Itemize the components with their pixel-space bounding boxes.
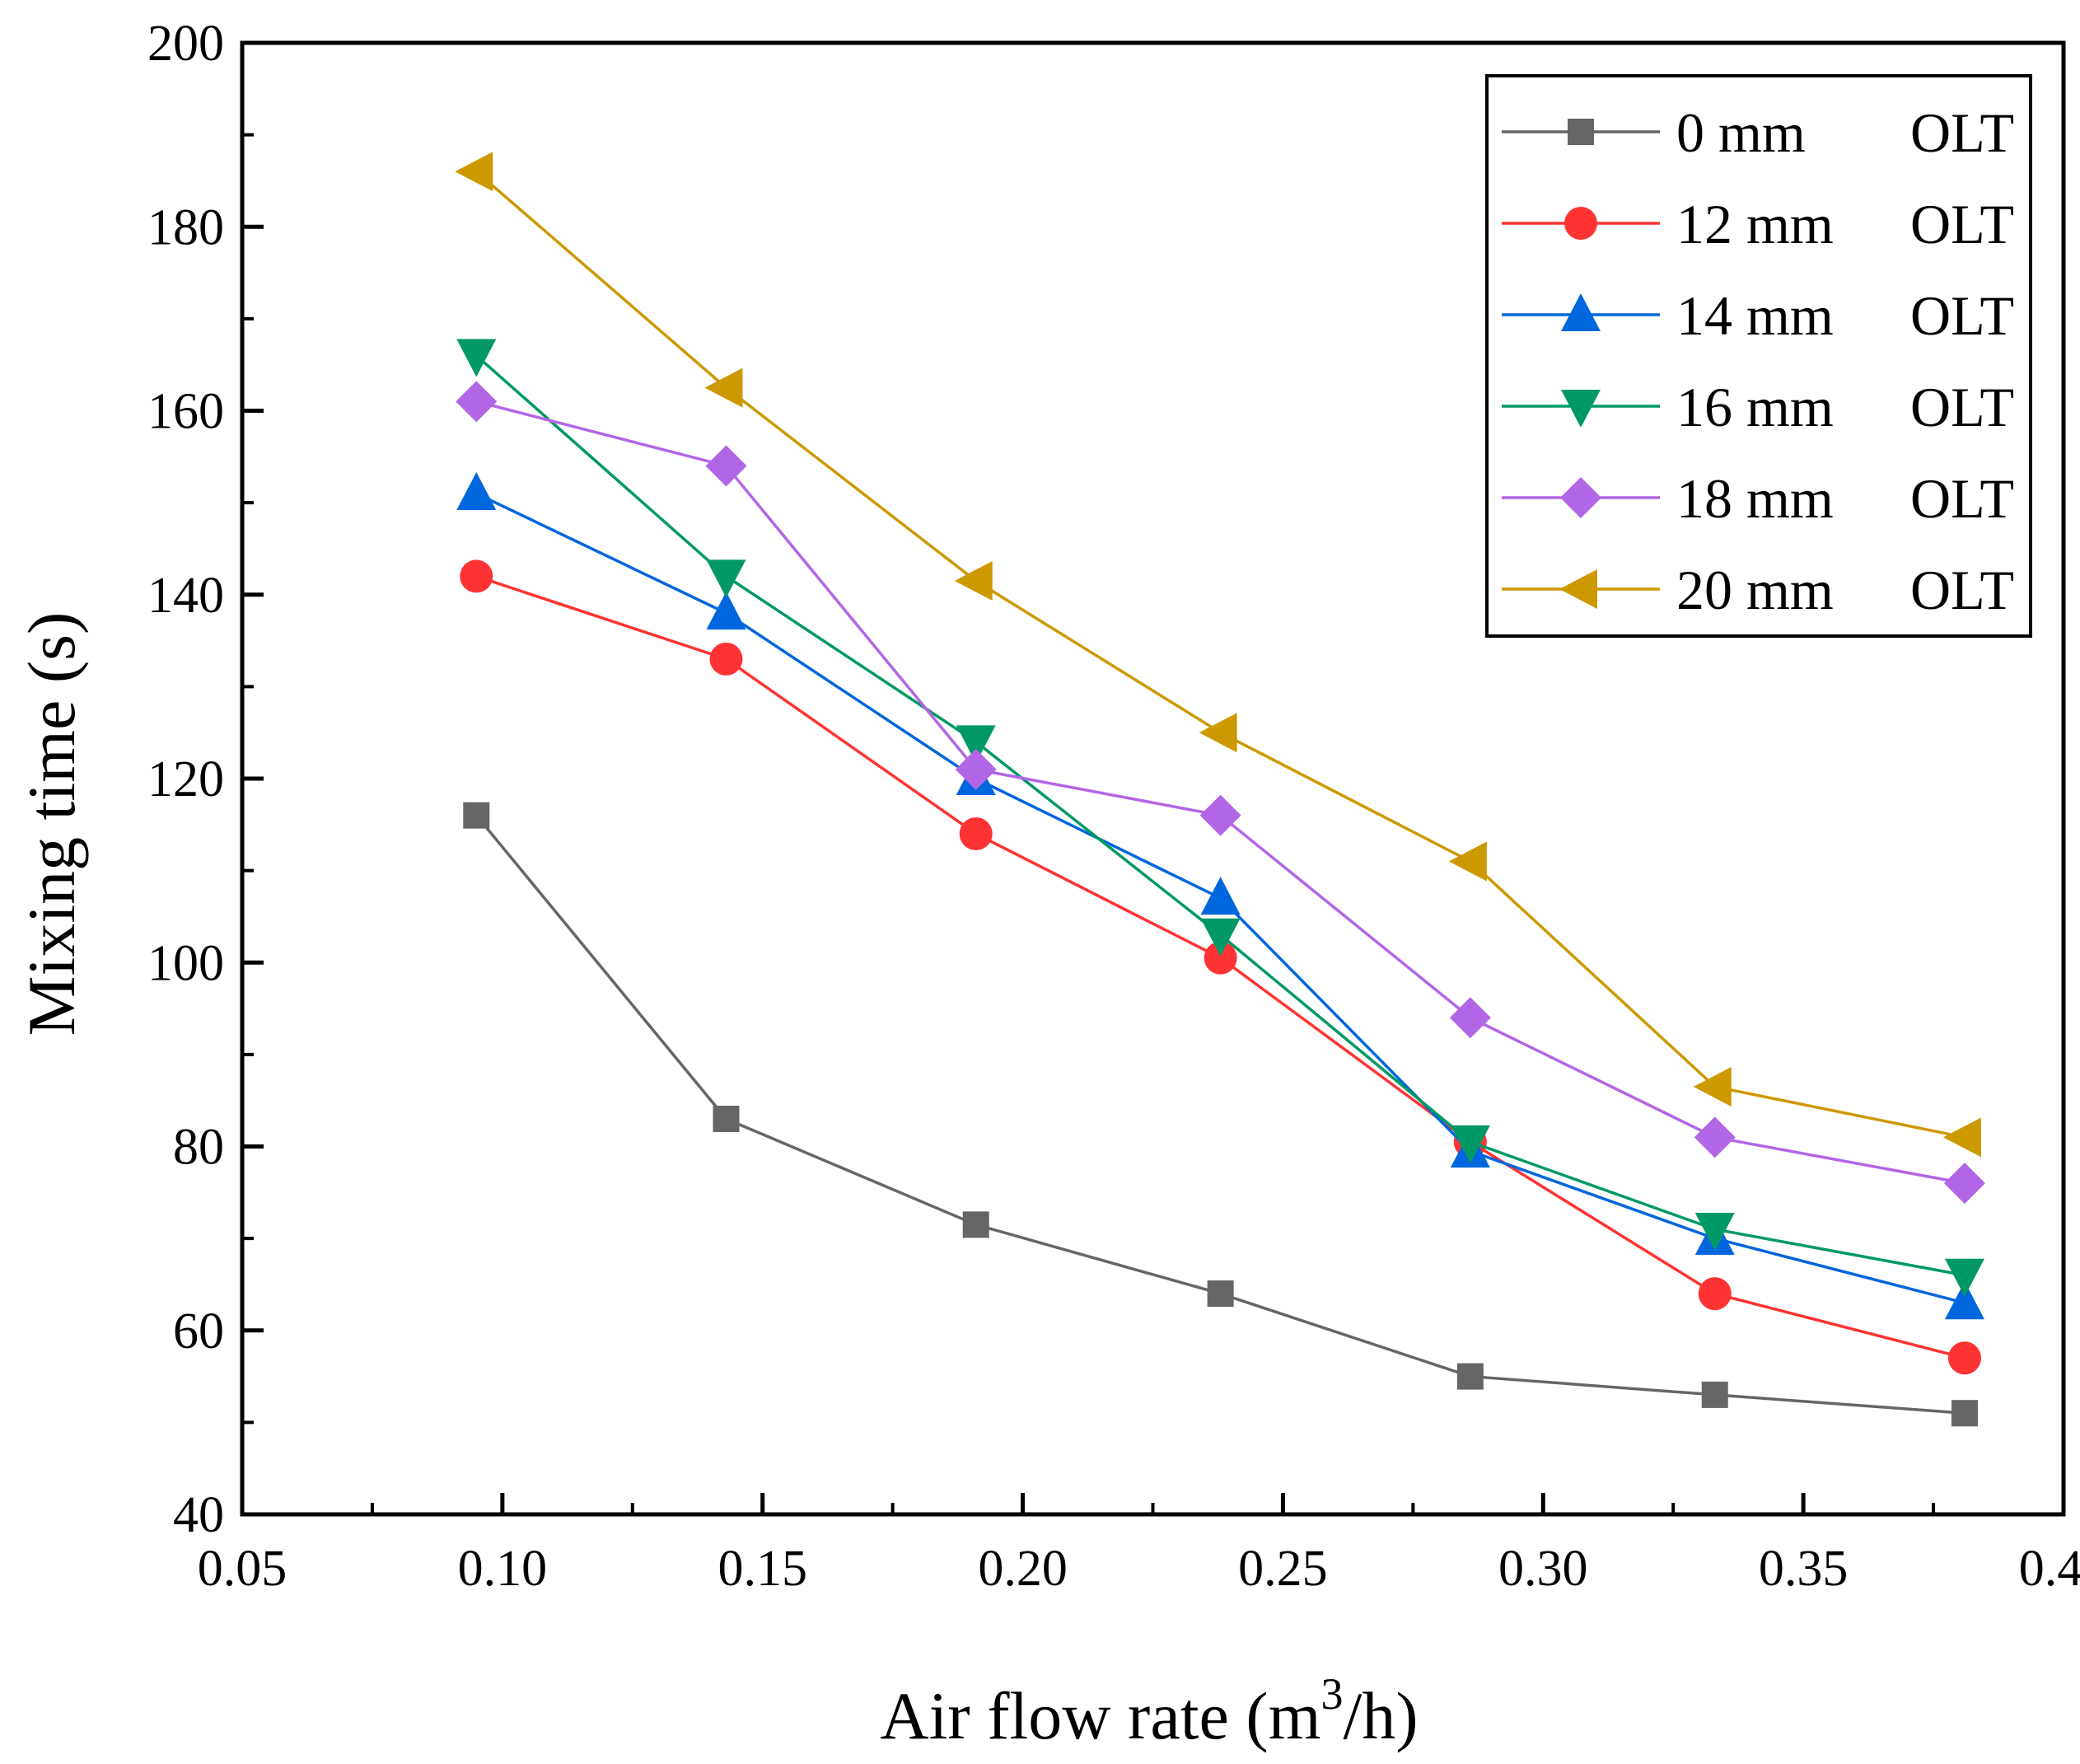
legend-entry: 12 mm OLT: [1502, 193, 2014, 255]
x-axis-title-main: Air flow rate (m: [880, 1678, 1320, 1753]
legend-marker: [1560, 477, 1601, 518]
data-point: [1199, 794, 1241, 836]
data-point: [456, 471, 497, 510]
x-tick-label: 0.15: [717, 1541, 807, 1597]
data-point: [456, 381, 498, 423]
x-tick-labels: 0.05 0.10 0.15 0.20 0.25 0.30 0.35 0.40: [198, 1541, 2080, 1597]
legend-entry: 0 mm OLT: [1502, 101, 2014, 164]
y-tick-label: 80: [173, 1120, 224, 1176]
data-point: [1947, 1341, 1981, 1375]
data-point: [1450, 1125, 1490, 1163]
data-point: [1693, 1066, 1732, 1107]
series-18-mm: [456, 381, 1985, 1205]
legend-entry: 18 mm OLT: [1502, 467, 2014, 530]
legend-box: [1485, 74, 2032, 638]
x-tick-label: 0.35: [1759, 1541, 1849, 1597]
y-tick-label: 60: [173, 1303, 224, 1359]
legend-suffix: OLT: [1910, 193, 2014, 255]
data-point: [1944, 1258, 1984, 1297]
series-0-mm: [463, 802, 1978, 1427]
y-tick-label: 120: [147, 751, 224, 807]
data-point: [706, 592, 746, 630]
data-point: [1701, 1381, 1728, 1408]
series-layer: [455, 152, 1985, 1427]
legend-suffix: OLT: [1910, 284, 2014, 347]
data-point: [706, 559, 746, 598]
data-point: [1942, 1117, 1981, 1158]
y-tick-label: 160: [147, 384, 224, 440]
data-point: [1204, 941, 1237, 975]
legend-marker: [1561, 390, 1601, 428]
y-tick-label: 140: [147, 568, 224, 624]
data-point: [705, 445, 747, 487]
legend-suffix: OLT: [1910, 467, 2014, 530]
data-point: [962, 1211, 989, 1238]
y-tick-label: 100: [147, 935, 224, 991]
data-point: [1448, 841, 1487, 882]
legend-label: 16 mm: [1676, 376, 1834, 438]
y-axis-title: Mixing time (s): [14, 612, 89, 1036]
legend-marker: [1559, 569, 1597, 609]
data-point: [1951, 1400, 1978, 1427]
y-tick-label: 200: [147, 16, 224, 72]
data-point: [709, 642, 743, 676]
data-point: [1200, 918, 1241, 957]
y-tick-labels: 40 60 80 100 120 140 160 180 200: [147, 16, 224, 1543]
data-point: [460, 559, 493, 593]
legend-label: 20 mm: [1676, 559, 1834, 621]
x-axis-title: Air flow rate (m3/h): [880, 1669, 1418, 1753]
legend-suffix: OLT: [1910, 101, 2014, 164]
x-tick-label: 0.20: [978, 1541, 1068, 1597]
x-tick-label: 0.10: [458, 1541, 548, 1597]
x-axis-title-superscript: 3: [1321, 1669, 1344, 1719]
x-tick-label: 0.25: [1238, 1541, 1328, 1597]
legend-label: 14 mm: [1676, 284, 1834, 347]
y-tick-label: 40: [173, 1487, 224, 1543]
data-point: [1943, 1163, 1985, 1205]
data-point: [956, 725, 996, 764]
data-point: [1456, 1363, 1484, 1390]
x-tick-label: 0.30: [1498, 1541, 1588, 1597]
data-point: [713, 1106, 740, 1133]
data-point: [1199, 713, 1237, 753]
data-point: [455, 152, 493, 192]
data-point: [1200, 877, 1241, 915]
data-point: [959, 816, 993, 850]
data-point: [1449, 997, 1491, 1039]
legend-entry: 16 mm OLT: [1502, 376, 2014, 438]
legend-marker: [1568, 119, 1594, 145]
legend-label: 18 mm: [1676, 467, 1834, 530]
y-tick-label: 180: [147, 199, 224, 255]
data-point: [955, 748, 997, 790]
legend-suffix: OLT: [1910, 376, 2014, 438]
data-point: [1698, 1277, 1732, 1311]
axis-ticks: [242, 133, 1936, 1514]
legend-entry: 20 mm OLT: [1502, 559, 2014, 621]
series-16-mm: [456, 339, 1984, 1297]
data-point: [456, 339, 497, 377]
legend-marker: [1564, 207, 1597, 240]
x-axis-title-tail: /h): [1344, 1678, 1419, 1753]
legend-label: 0 mm: [1676, 101, 1806, 164]
data-point: [1694, 1116, 1736, 1158]
x-tick-label: 0.05: [198, 1541, 287, 1597]
data-point: [1944, 1281, 1984, 1320]
series-20-mm: [455, 152, 1981, 1158]
data-point: [954, 561, 993, 601]
x-tick-label: 0.40: [2019, 1541, 2080, 1597]
data-point: [704, 367, 743, 408]
legend-entry: 14 mm OLT: [1502, 284, 2014, 347]
data-point: [1207, 1280, 1234, 1308]
data-point: [463, 802, 490, 829]
plot-frame: [240, 40, 2066, 1517]
legend-suffix: OLT: [1910, 559, 2014, 621]
series-12-mm: [460, 559, 1981, 1375]
data-point: [1694, 1212, 1735, 1251]
legend-marker: [1561, 293, 1601, 331]
legend-label: 12 mm: [1676, 193, 1834, 255]
